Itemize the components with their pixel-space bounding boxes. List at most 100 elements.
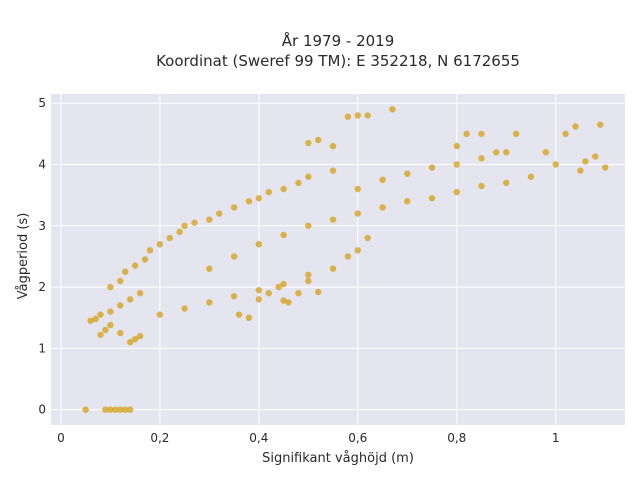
scatter-point: [126, 296, 134, 303]
x-tick-label: 0,2: [150, 431, 169, 445]
scatter-point: [117, 277, 124, 285]
scatter-point: [206, 299, 213, 306]
scatter-point: [146, 247, 154, 254]
scatter-point: [354, 185, 361, 193]
x-tick-label: 0,6: [348, 431, 367, 445]
scatter-points: [82, 106, 609, 413]
scatter-point: [280, 280, 287, 288]
grid-lines: [51, 94, 625, 425]
x-axis-label: Signifikant våghöjd (m): [262, 451, 414, 466]
y-tick-label: 2: [38, 280, 46, 294]
scatter-point: [136, 290, 144, 297]
chart-title-line2: Koordinat (Sweref 99 TM): E 352218, N 61…: [156, 52, 520, 70]
scatter-point: [275, 283, 282, 291]
scatter-point: [379, 204, 386, 211]
scatter-point: [453, 188, 460, 196]
scatter-point: [97, 331, 104, 339]
scatter-point: [230, 293, 238, 300]
scatter-point: [122, 406, 129, 413]
scatter-point: [285, 299, 292, 306]
scatter-point: [265, 290, 272, 297]
scatter-point: [265, 188, 272, 196]
scatter-point: [87, 317, 94, 324]
scatter-point: [305, 139, 312, 147]
scatter-point: [131, 262, 139, 269]
scatter-point: [364, 112, 371, 119]
scatter-point: [97, 311, 104, 318]
scatter-point: [329, 265, 337, 272]
scatter-point: [107, 321, 114, 329]
scatter-point: [602, 164, 609, 171]
y-tick-labels: 0 1 2 3 4 5: [38, 96, 46, 416]
scatter-point: [463, 130, 470, 138]
scatter-point: [255, 286, 263, 294]
scatter-point: [404, 198, 411, 205]
scatter-point: [102, 406, 109, 413]
scatter-point: [354, 210, 361, 217]
scatter-point: [280, 297, 287, 304]
scatter-point: [305, 277, 312, 285]
scatter-point: [230, 253, 238, 260]
scatter-point: [206, 216, 213, 223]
scatter-point: [453, 161, 460, 168]
scatter-point: [562, 130, 569, 138]
y-tick-label: 1: [38, 341, 46, 355]
scatter-point: [126, 406, 134, 413]
scatter-point: [82, 406, 89, 413]
scatter-point: [344, 253, 352, 260]
scatter-point: [597, 121, 604, 128]
scatter-point: [503, 149, 510, 156]
y-tick-label: 3: [38, 219, 46, 233]
x-tick-label: 0: [57, 431, 65, 445]
scatter-point: [428, 164, 436, 171]
scatter-point: [181, 222, 188, 229]
chart-title-line1: År 1979 - 2019: [282, 31, 395, 50]
plot-area: [51, 94, 625, 425]
scatter-point: [478, 130, 485, 138]
scatter-point: [122, 268, 129, 275]
scatter-point: [329, 142, 337, 150]
x-tick-labels: 0 0,2 0,4 0,6 0,8 1: [57, 431, 559, 445]
scatter-point: [389, 106, 396, 113]
scatter-point: [379, 176, 386, 184]
scatter-point: [92, 315, 99, 323]
scatter-point: [315, 288, 322, 296]
scatter-point: [512, 130, 520, 138]
scatter-point: [572, 123, 579, 130]
x-tick-label: 0,4: [249, 431, 268, 445]
scatter-point: [230, 204, 238, 211]
scatter-point: [354, 112, 361, 119]
scatter-point: [235, 311, 243, 318]
scatter-point: [453, 142, 460, 150]
scatter-point: [156, 311, 164, 318]
scatter-point: [280, 231, 287, 239]
scatter-point: [344, 113, 352, 120]
scatter-point: [305, 173, 312, 180]
scatter-point: [329, 216, 337, 223]
scatter-point: [478, 155, 485, 162]
scatter-point: [428, 195, 436, 202]
scatter-point: [305, 271, 312, 279]
scatter-point: [592, 153, 599, 160]
x-tick-label: 1: [552, 431, 560, 445]
scatter-point: [117, 302, 124, 309]
scatter-point: [577, 167, 584, 174]
y-tick-label: 4: [38, 157, 46, 171]
scatter-point: [478, 182, 485, 190]
scatter-point: [117, 329, 124, 337]
x-tick-label: 0,8: [447, 431, 466, 445]
scatter-point: [141, 256, 149, 263]
scatter-point: [329, 167, 337, 174]
scatter-point: [255, 296, 263, 303]
scatter-point: [107, 283, 114, 291]
scatter-point: [136, 332, 144, 340]
scatter-point: [191, 219, 198, 226]
y-tick-label: 5: [38, 96, 46, 110]
scatter-point: [295, 290, 302, 297]
scatter-point: [305, 222, 312, 229]
scatter-point: [102, 326, 109, 334]
scatter-point: [542, 149, 550, 156]
y-tick-label: 0: [38, 403, 46, 417]
scatter-point: [245, 198, 253, 205]
